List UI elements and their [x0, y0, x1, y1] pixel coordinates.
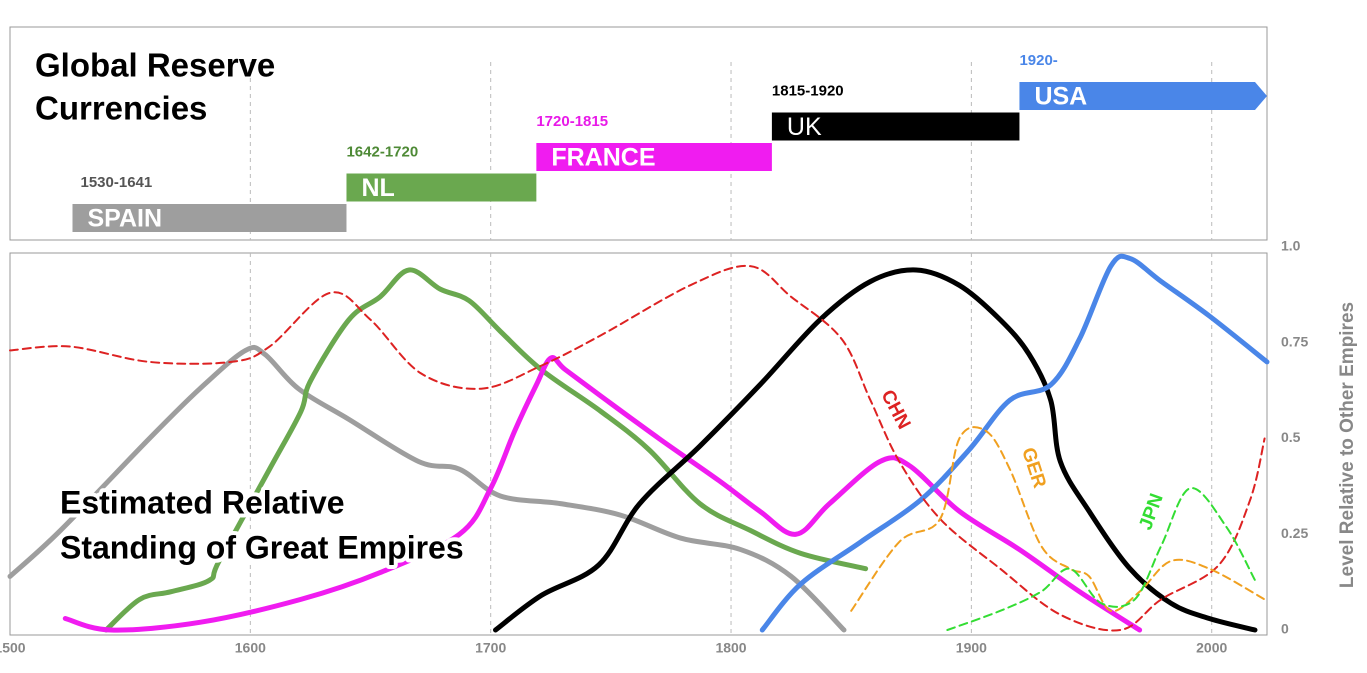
chart-title: Estimated Relative: [60, 484, 345, 520]
x-tick-label: 2000: [1196, 640, 1227, 656]
series-line: [103, 267, 869, 633]
currency-period: 1815-1920: [772, 82, 844, 99]
panel-title: Currencies: [35, 90, 207, 127]
series-line: [850, 426, 1266, 613]
x-tick-label: 1900: [956, 640, 987, 656]
x-tick-label: 1700: [475, 640, 506, 656]
currency-label: NL: [361, 174, 394, 202]
currency-bar: [1019, 82, 1267, 110]
currency-label: SPAIN: [87, 205, 162, 233]
currency-label: UK: [787, 113, 822, 141]
currency-label: FRANCE: [551, 144, 655, 172]
currency-period: 1530-1641: [80, 174, 152, 191]
y-tick-label: 1.0: [1281, 238, 1301, 254]
y-axis-label: Level Relative to Other Empires: [1337, 302, 1358, 588]
panel-title: Global Reserve: [35, 47, 275, 84]
currency-bar: [346, 173, 537, 202]
currency-bar: [771, 112, 1020, 141]
series-line: [62, 355, 1143, 633]
series-line: [759, 253, 1270, 633]
y-tick-label: 0.75: [1281, 333, 1308, 349]
y-tick-label: 0: [1281, 621, 1289, 637]
y-tick-label: 0.25: [1281, 525, 1308, 541]
series-line: [492, 267, 1258, 633]
currency-bar: [72, 204, 347, 232]
y-tick-label: 0.5: [1281, 429, 1301, 445]
chart-title: Standing of Great Empires: [60, 529, 464, 565]
x-tick-label: 1800: [715, 640, 746, 656]
bottom-panel: [9, 252, 1268, 636]
currency-label: USA: [1034, 83, 1087, 111]
series-line: [7, 344, 847, 633]
series-line: [9, 264, 1266, 632]
currency-period: 1720-1815: [536, 113, 608, 130]
currency-period: 1642-1720: [346, 143, 418, 160]
series-line: [946, 487, 1256, 631]
x-tick-label: 1600: [235, 640, 266, 656]
currency-bar: [536, 143, 772, 171]
currency-period: 1920-: [1019, 52, 1057, 69]
x-tick-label: 1500: [0, 640, 26, 656]
